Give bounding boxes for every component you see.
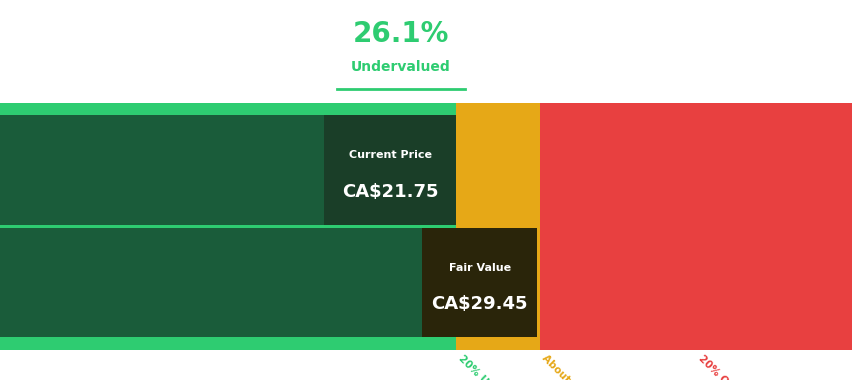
Text: 20% Overvalued: 20% Overvalued <box>695 353 770 380</box>
Bar <box>324 115 456 225</box>
Text: About Right: About Right <box>539 353 596 380</box>
Bar <box>0 103 456 350</box>
Bar <box>456 103 539 350</box>
Bar <box>0 103 456 115</box>
Bar <box>0 115 456 225</box>
Text: CA$21.75: CA$21.75 <box>342 183 438 201</box>
Text: CA$29.45: CA$29.45 <box>431 296 527 313</box>
Bar <box>539 103 852 350</box>
Text: Fair Value: Fair Value <box>448 263 510 273</box>
Bar <box>0 228 537 337</box>
Bar <box>0 337 456 350</box>
Bar <box>422 228 537 337</box>
Text: Current Price: Current Price <box>348 150 431 160</box>
Bar <box>0 225 456 228</box>
Text: 26.1%: 26.1% <box>353 19 448 48</box>
Text: 20% Undervalued: 20% Undervalued <box>456 353 536 380</box>
Text: Undervalued: Undervalued <box>351 60 450 74</box>
